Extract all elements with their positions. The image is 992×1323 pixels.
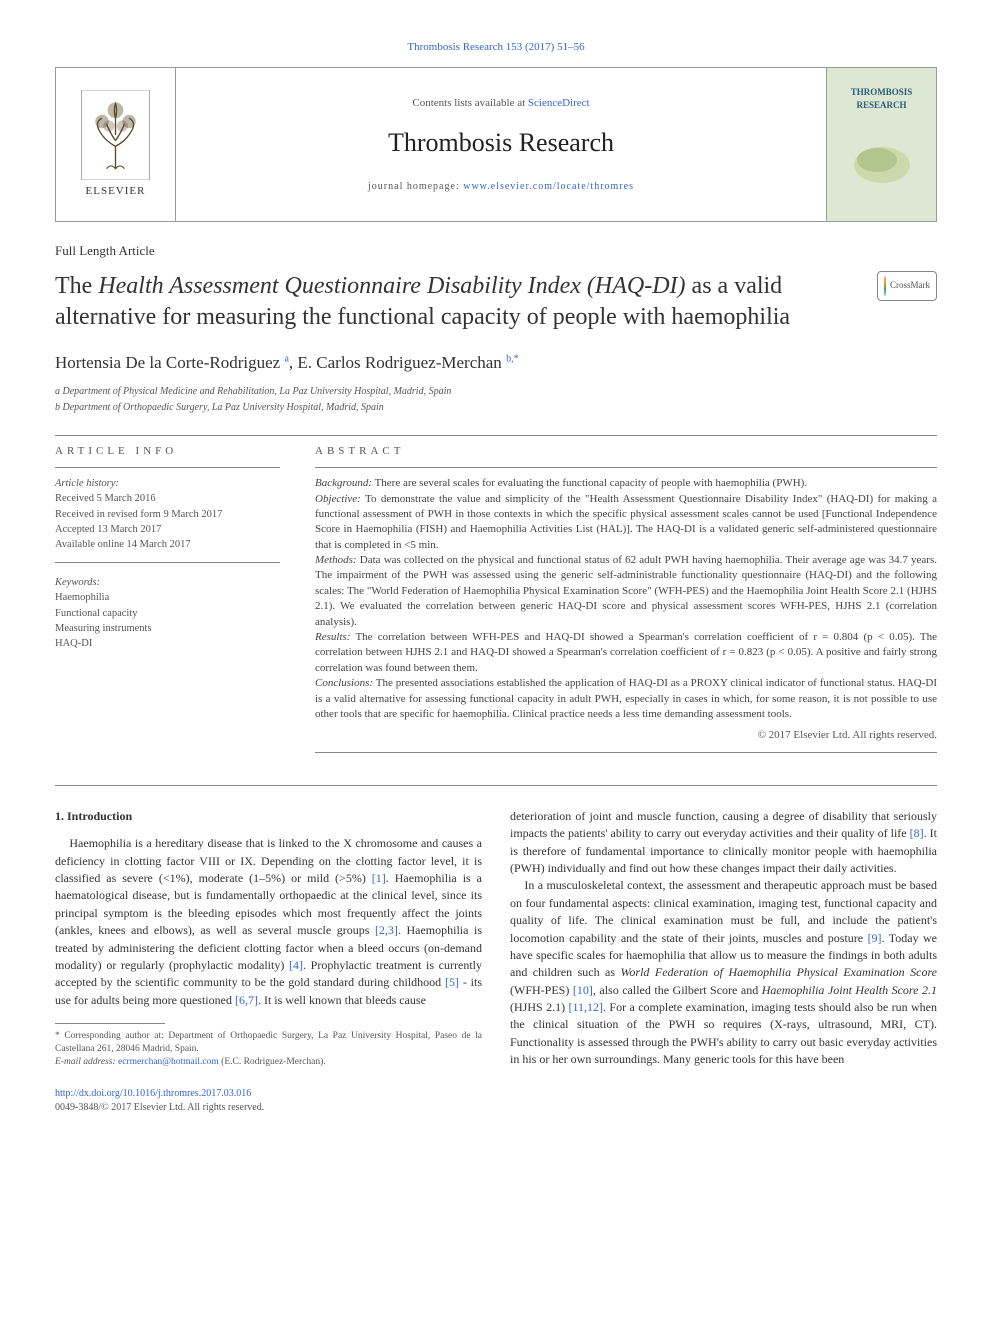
abs-background: There are several scales for evaluating …	[372, 477, 807, 489]
header-center: Contents lists available at ScienceDirec…	[176, 68, 826, 221]
affiliation-b: b Department of Orthopaedic Surgery, La …	[55, 401, 937, 415]
intro-heading: 1. Introduction	[55, 808, 482, 825]
ref-5[interactable]: [5]	[445, 975, 459, 989]
abstract-copyright: © 2017 Elsevier Ltd. All rights reserved…	[315, 728, 937, 743]
ref-2-3[interactable]: [2,3]	[375, 923, 398, 937]
author-2-corr: *	[514, 353, 519, 364]
homepage-link[interactable]: www.elsevier.com/locate/thromres	[463, 181, 634, 192]
title-prefix: The	[55, 273, 98, 299]
keyword-2: Functional capacity	[55, 606, 280, 621]
abs-background-label: Background:	[315, 477, 372, 489]
history-label: Article history:	[55, 476, 280, 491]
abs-conclusions: The presented associations established t…	[315, 677, 937, 720]
ref-9[interactable]: [9]	[868, 931, 882, 945]
ref-6-7[interactable]: [6,7]	[235, 993, 258, 1007]
body-text: 1. Introduction Haemophilia is a heredit…	[55, 808, 937, 1116]
cover-graphic-icon	[847, 130, 917, 190]
article-info: ARTICLE INFO Article history: Received 5…	[55, 444, 280, 761]
journal-title: Thrombosis Research	[388, 125, 614, 161]
sciencedirect-link[interactable]: ScienceDirect	[528, 97, 590, 109]
accepted-date: Accepted 13 March 2017	[55, 522, 280, 537]
ref-8[interactable]: [8]	[910, 826, 924, 840]
article-type: Full Length Article	[55, 242, 937, 260]
keywords-label: Keywords:	[55, 575, 280, 590]
intro-p1: Haemophilia is a hereditary disease that…	[55, 835, 482, 1009]
homepage-prefix: journal homepage:	[368, 181, 463, 192]
keyword-3: Measuring instruments	[55, 621, 280, 636]
abstract: ABSTRACT Background: There are several s…	[315, 444, 937, 761]
abs-objective: To demonstrate the value and simplicity …	[315, 493, 937, 551]
keyword-1: Haemophilia	[55, 590, 280, 605]
ref-4[interactable]: [4]	[289, 958, 303, 972]
abs-results-label: Results:	[315, 631, 350, 643]
revised-date: Received in revised form 9 March 2017	[55, 507, 280, 522]
abs-objective-label: Objective:	[315, 493, 361, 505]
doi-block: http://dx.doi.org/10.1016/j.thromres.201…	[55, 1087, 482, 1116]
ref-10[interactable]: [10]	[573, 983, 593, 997]
crossmark-icon	[884, 276, 886, 296]
author-2-aff: b,	[506, 353, 514, 364]
intro-p2: deterioration of joint and muscle functi…	[510, 808, 937, 878]
received-date: Received 5 March 2016	[55, 491, 280, 506]
ref-1[interactable]: [1]	[372, 871, 386, 885]
hjhs-italic: Haemophilia Joint Health Score 2.1	[762, 983, 937, 997]
journal-reference: Thrombosis Research 153 (2017) 51–56	[55, 40, 937, 55]
abs-results: The correlation between WFH-PES and HAQ-…	[315, 631, 937, 674]
doi-link[interactable]: http://dx.doi.org/10.1016/j.thromres.201…	[55, 1088, 251, 1099]
footnote-divider	[55, 1023, 165, 1024]
divider	[55, 435, 937, 436]
abs-conclusions-label: Conclusions:	[315, 677, 373, 689]
body-col-left: 1. Introduction Haemophilia is a heredit…	[55, 808, 482, 1116]
crossmark-badge[interactable]: CrossMark	[877, 271, 937, 301]
wfh-italic: World Federation of Haemophilia Physical…	[621, 965, 938, 979]
corr-star: * Corresponding author at:	[55, 1031, 168, 1041]
elsevier-logo: ELSEVIER	[56, 68, 176, 221]
email-label: E-mail address:	[55, 1057, 118, 1067]
affiliation-a: a Department of Physical Medicine and Re…	[55, 385, 937, 399]
intro-p3: In a musculoskeletal context, the assess…	[510, 877, 937, 1068]
ref-11-12[interactable]: [11,12]	[568, 1000, 603, 1014]
keyword-4: HAQ-DI	[55, 636, 280, 651]
affiliations: a Department of Physical Medicine and Re…	[55, 385, 937, 415]
online-date: Available online 14 March 2017	[55, 537, 280, 552]
email-who: (E.C. Rodriguez-Merchan).	[219, 1057, 326, 1067]
corresponding-footnote: * Corresponding author at: Department of…	[55, 1030, 482, 1068]
body-col-right: deterioration of joint and muscle functi…	[510, 808, 937, 1116]
article-title: The Health Assessment Questionnaire Disa…	[55, 271, 857, 333]
elsevier-text: ELSEVIER	[86, 184, 146, 199]
contents-available: Contents lists available at ScienceDirec…	[412, 96, 589, 111]
contents-prefix: Contents lists available at	[412, 97, 527, 109]
authors: Hortensia De la Corte-Rodriguez a, E. Ca…	[55, 351, 937, 375]
abs-methods: Data was collected on the physical and f…	[315, 554, 937, 628]
author-1: Hortensia De la Corte-Rodriguez	[55, 353, 280, 372]
cover-title: THROMBOSIS RESEARCH	[827, 86, 936, 111]
journal-cover: THROMBOSIS RESEARCH	[826, 68, 936, 221]
email-link[interactable]: ecrmerchan@hotmail.com	[118, 1057, 219, 1067]
author-2: E. Carlos Rodriguez-Merchan	[297, 353, 501, 372]
title-italic: Health Assessment Questionnaire Disabili…	[98, 273, 685, 299]
info-header: ARTICLE INFO	[55, 444, 280, 459]
journal-header: ELSEVIER Contents lists available at Sci…	[55, 67, 937, 222]
journal-homepage: journal homepage: www.elsevier.com/locat…	[368, 180, 634, 194]
elsevier-tree-icon	[78, 90, 153, 180]
abs-methods-label: Methods:	[315, 554, 357, 566]
crossmark-label: CrossMark	[890, 279, 930, 292]
abstract-header: ABSTRACT	[315, 444, 937, 459]
issn-copyright: 0049-3848/© 2017 Elsevier Ltd. All right…	[55, 1102, 264, 1113]
